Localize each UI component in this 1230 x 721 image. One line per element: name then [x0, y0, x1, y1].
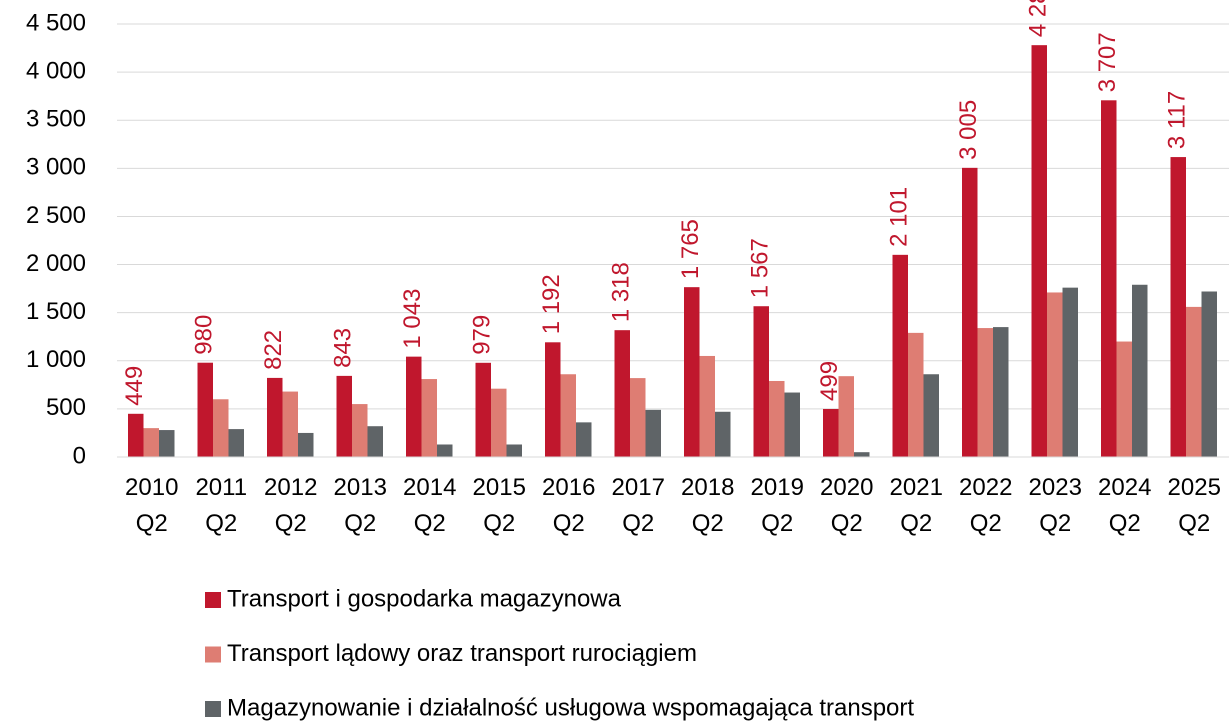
value-label: 1 043 [399, 289, 426, 349]
bar [560, 374, 576, 457]
x-tick-label: 2013 Q2 [333, 474, 387, 537]
x-tick-label: 2025 Q2 [1167, 474, 1221, 537]
bar [228, 429, 244, 457]
value-label: 449 [121, 366, 148, 406]
bar [336, 375, 352, 457]
legend-label: Transport lądowy oraz transport rurociąg… [227, 640, 697, 667]
x-tick-label: 2016 Q2 [542, 474, 596, 537]
bar [823, 408, 839, 457]
bar [769, 380, 785, 457]
bar [908, 332, 924, 457]
bar [352, 404, 368, 457]
bar [576, 422, 592, 457]
x-tick-label: 2018 Q2 [681, 474, 735, 537]
bar [838, 376, 854, 457]
y-tick-label: 2 000 [26, 250, 86, 277]
legend-label: Magazynowanie i działalność usługowa wsp… [227, 694, 914, 721]
bar [1062, 287, 1078, 457]
bar [699, 355, 715, 457]
y-tick-label: 4 000 [26, 57, 86, 84]
y-tick-label: 1 000 [26, 346, 86, 373]
x-tick-label: 2010 Q2 [125, 474, 179, 537]
value-label: 822 [260, 330, 287, 370]
bar [1186, 306, 1202, 457]
x-tick-label: 2017 Q2 [611, 474, 665, 537]
value-label: 3 707 [1094, 32, 1121, 92]
bar [784, 392, 800, 457]
bar [506, 444, 522, 457]
bar [993, 327, 1009, 457]
y-tick-label: 3 000 [26, 154, 86, 181]
bar [923, 374, 939, 457]
bar [491, 388, 507, 457]
value-label: 3 005 [955, 100, 982, 160]
bar [367, 426, 383, 457]
bar [213, 399, 229, 457]
value-label: 843 [330, 328, 357, 368]
value-label: 1 192 [538, 274, 565, 334]
y-tick-label: 500 [46, 394, 86, 421]
bar [614, 330, 630, 457]
x-tick-label: 2022 Q2 [959, 474, 1013, 537]
value-label: 1 765 [677, 219, 704, 279]
bar [684, 287, 700, 457]
value-label: 3 117 [1164, 91, 1191, 149]
bar [128, 413, 144, 457]
x-tick-label: 2021 Q2 [889, 474, 943, 537]
bar [1101, 100, 1117, 457]
bar [437, 444, 453, 457]
bar [645, 409, 661, 457]
bar [1132, 284, 1148, 457]
legend-swatch [205, 592, 221, 608]
legend-swatch [205, 646, 221, 663]
bar [753, 306, 769, 457]
y-tick-label: 2 500 [26, 202, 86, 229]
bar [159, 430, 175, 457]
y-tick-label: 1 500 [26, 298, 86, 325]
bar [143, 428, 159, 457]
x-tick-label: 2023 Q2 [1028, 474, 1082, 537]
bar [1201, 291, 1217, 457]
bar [475, 362, 491, 457]
bar [630, 378, 646, 457]
x-tick-label: 2014 Q2 [403, 474, 457, 537]
y-tick-label: 0 [73, 442, 86, 469]
legend-label: Transport i gospodarka magazynowa [227, 585, 622, 612]
x-tick-label: 2012 Q2 [264, 474, 318, 537]
x-tick-label: 2011 Q2 [195, 474, 248, 537]
x-tick-label: 2015 Q2 [472, 474, 526, 537]
bar [421, 379, 437, 457]
value-label: 2 101 [886, 187, 913, 247]
bar [545, 342, 561, 457]
bar [267, 377, 283, 457]
value-label: 1 318 [608, 262, 635, 322]
x-tick-label: 2024 Q2 [1098, 474, 1152, 537]
bar [962, 167, 978, 457]
bar [1116, 341, 1132, 457]
bar [1170, 157, 1186, 458]
value-label: 1 567 [747, 238, 774, 298]
bar [854, 452, 870, 457]
bar [298, 432, 314, 457]
bar [197, 362, 213, 457]
bar [282, 391, 298, 457]
value-label: 4 280 [1025, 0, 1052, 37]
x-tick-label: 2020 Q2 [820, 474, 874, 537]
bar [1031, 45, 1047, 458]
value-label: 979 [469, 315, 496, 355]
bar [1047, 292, 1063, 457]
legend-swatch [205, 701, 221, 717]
value-label: 980 [191, 315, 218, 355]
bar [406, 356, 422, 457]
bar [892, 254, 908, 457]
y-tick-label: 3 500 [26, 106, 86, 133]
y-tick-label: 4 500 [26, 9, 86, 36]
bar [715, 411, 731, 457]
x-tick-label: 2019 Q2 [750, 474, 804, 537]
bar [977, 328, 993, 457]
